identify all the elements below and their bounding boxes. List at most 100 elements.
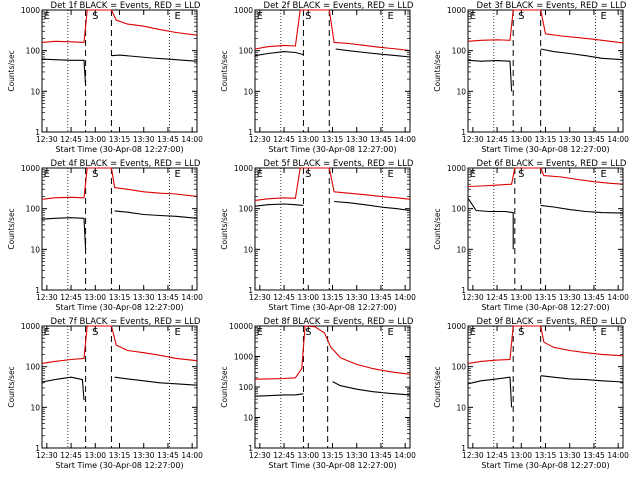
x-tick-label: 13:00 (84, 293, 106, 302)
plot-frame (467, 325, 624, 449)
x-tick-label: 13:30 (559, 293, 581, 302)
y-axis-label: Counts/sec (220, 366, 229, 407)
y-tick-label: 1000 (21, 6, 40, 15)
x-tick-label: 12:45 (273, 135, 295, 144)
chart-title: Det 4f BLACK = Events, RED = LLD (51, 159, 201, 169)
series-lld-line (467, 325, 624, 364)
y-tick-label: 100 (239, 205, 254, 214)
x-tick-label: 14:00 (607, 451, 629, 460)
y-tick-label: 1 (248, 128, 253, 137)
series-lld-line (41, 325, 198, 364)
event-peak-marker: S (518, 327, 524, 338)
x-tick-label: 13:00 (297, 293, 319, 302)
event-end-marker: E (174, 169, 180, 180)
y-tick-label: 100 (26, 363, 41, 372)
y-tick-label: 1000 (234, 6, 253, 15)
event-peak-marker: S (518, 169, 524, 180)
series-events-line (41, 210, 198, 250)
chart-title: Det 8f BLACK = Events, RED = LLD (264, 317, 414, 327)
x-tick-label: 13:30 (346, 135, 368, 144)
event-end-marker: E (387, 169, 393, 180)
x-tick-label: 13:45 (583, 135, 605, 144)
x-tick-label: 13:15 (322, 451, 344, 460)
event-peak-marker: S (305, 11, 311, 22)
y-tick-label: 10 (243, 245, 253, 254)
event-start-marker: E (44, 169, 50, 180)
y-tick-label: 10 (30, 245, 40, 254)
series-lld-line (254, 325, 411, 380)
plot-frame (467, 167, 624, 291)
plot-frame (41, 9, 198, 133)
chart-title: Det 2f BLACK = Events, RED = LLD (264, 1, 414, 11)
x-tick-label: 13:15 (535, 451, 557, 460)
y-tick-label: 10 (456, 245, 466, 254)
x-axis-label: Start Time (30-Apr-08 12:27:00) (268, 303, 396, 312)
x-tick-label: 14:00 (394, 293, 416, 302)
x-axis-label: Start Time (30-Apr-08 12:27:00) (481, 145, 609, 154)
x-tick-label: 13:45 (370, 293, 392, 302)
event-start-marker: E (257, 11, 263, 22)
series-events-line (467, 48, 624, 92)
x-tick-label: 12:30 (462, 451, 484, 460)
chart-title: Det 7f BLACK = Events, RED = LLD (51, 317, 201, 327)
x-tick-label: 12:30 (36, 135, 58, 144)
chart-title: Det 9f BLACK = Events, RED = LLD (477, 317, 627, 327)
y-tick-label: 1 (35, 128, 40, 137)
y-tick-label: 1000 (447, 322, 466, 331)
x-tick-label: 12:45 (273, 451, 295, 460)
x-tick-label: 12:30 (462, 135, 484, 144)
x-tick-label: 13:00 (510, 293, 532, 302)
y-tick-label: 10 (456, 403, 466, 412)
x-tick-label: 12:45 (486, 293, 508, 302)
y-axis-label: Counts/sec (433, 50, 442, 91)
series-lld-line (254, 9, 411, 52)
x-tick-label: 13:15 (109, 451, 131, 460)
event-peak-marker: S (305, 169, 311, 180)
x-tick-label: 13:15 (535, 293, 557, 302)
event-peak-marker: S (92, 169, 98, 180)
event-peak-marker: S (305, 327, 311, 338)
x-axis-label: Start Time (30-Apr-08 12:27:00) (481, 461, 609, 470)
x-tick-label: 13:30 (559, 451, 581, 460)
x-tick-label: 13:30 (346, 293, 368, 302)
event-end-marker: E (600, 169, 606, 180)
y-tick-label: 1 (461, 128, 466, 137)
x-tick-label: 13:45 (157, 451, 179, 460)
x-tick-label: 13:45 (157, 135, 179, 144)
y-tick-label: 100 (26, 205, 41, 214)
y-tick-label: 1 (248, 444, 253, 453)
x-tick-label: 12:45 (486, 451, 508, 460)
y-tick-label: 1 (35, 444, 40, 453)
x-tick-label: 14:00 (607, 293, 629, 302)
y-tick-label: 1 (461, 286, 466, 295)
x-tick-label: 13:00 (84, 135, 106, 144)
x-tick-label: 12:45 (486, 135, 508, 144)
event-start-marker: E (470, 11, 476, 22)
x-tick-label: 13:00 (84, 451, 106, 460)
x-axis-label: Start Time (30-Apr-08 12:27:00) (268, 461, 396, 470)
chart-title: Det 3f BLACK = Events, RED = LLD (477, 1, 627, 11)
x-tick-label: 13:15 (322, 135, 344, 144)
event-peak-marker: S (92, 327, 98, 338)
event-start-marker: E (470, 169, 476, 180)
event-start-marker: E (257, 169, 263, 180)
plot-frame (41, 325, 198, 449)
plot-frame (254, 325, 411, 449)
y-tick-label: 10 (30, 403, 40, 412)
x-tick-label: 13:15 (535, 135, 557, 144)
x-tick-label: 13:30 (133, 293, 155, 302)
event-start-marker: E (44, 327, 50, 338)
series-events-line (254, 381, 411, 397)
y-tick-label: 10 (30, 87, 40, 96)
y-axis-label: Counts/sec (7, 208, 16, 249)
x-tick-label: 14:00 (607, 135, 629, 144)
series-lld-line (467, 9, 624, 44)
y-tick-label: 10 (456, 87, 466, 96)
x-tick-label: 12:30 (249, 451, 271, 460)
y-tick-label: 10 (243, 87, 253, 96)
